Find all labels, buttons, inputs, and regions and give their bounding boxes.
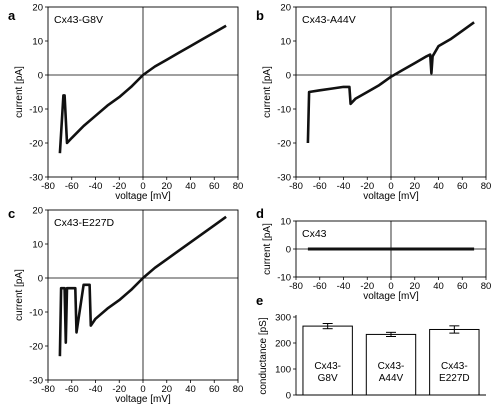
y-axis-label: current [pA]	[14, 269, 25, 321]
x-tick-label: -20	[112, 181, 126, 192]
y-axis-label: current [pA]	[262, 66, 273, 118]
y-tick-label: -20	[29, 139, 43, 150]
y-tick-label: 100	[275, 365, 291, 376]
x-tick-label: 0	[140, 384, 145, 395]
x-tick-label: -60	[313, 281, 327, 292]
y-tick-label: -20	[277, 139, 291, 150]
x-tick-label: 20	[161, 181, 172, 192]
y-tick-label: 20	[280, 3, 291, 14]
y-tick-label: -20	[29, 342, 43, 353]
y-tick-label: -10	[277, 105, 291, 116]
panel-letter: d	[256, 206, 264, 221]
x-tick-label: 60	[457, 181, 468, 192]
y-tick-label: -30	[29, 173, 43, 184]
x-tick-label: 0	[388, 181, 393, 192]
trace-label: Cx43-A44V	[302, 14, 356, 26]
y-tick-label: -10	[277, 273, 291, 284]
x-tick-label: -80	[41, 181, 55, 192]
x-tick-label: 60	[209, 181, 220, 192]
category-label: Cx43-	[378, 361, 405, 372]
panel-b: b-80 -60 -40 -20 0 20 40 60 80-30-20-1001020volt…	[256, 3, 491, 203]
x-tick-label: -80	[41, 384, 55, 395]
y-tick-label: 10	[280, 217, 291, 228]
x-tick-label: 0	[388, 281, 393, 292]
x-tick-label: -60	[65, 181, 79, 192]
current-trace	[306, 21, 475, 144]
panel-letter: b	[256, 8, 264, 23]
y-tick-label: 0	[286, 71, 291, 82]
y-tick-label: 20	[32, 3, 43, 14]
y-tick-label: -30	[277, 173, 291, 184]
category-label: Cx43-	[314, 361, 341, 372]
panel-c: c-80 -60 -40 -20 0 20 40 60 80-30-20-1001020volt…	[8, 206, 243, 406]
x-tick-label: 80	[233, 181, 244, 192]
y-tick-label: 10	[32, 240, 43, 251]
x-axis-label: voltage [mV]	[115, 191, 171, 202]
category-label: E227D	[439, 373, 470, 384]
trace-label: Cx43-E227D	[54, 217, 115, 229]
panel-d: d -80 -60 -40 -20 0 20 40 60 80 -10 0 10 voltage [mV]…	[256, 206, 491, 302]
x-tick-label: -80	[289, 281, 303, 292]
x-tick-label: -40	[337, 181, 351, 192]
x-tick-label: -40	[337, 281, 351, 292]
panel-letter: c	[8, 206, 15, 221]
y-tick-label: -30	[29, 376, 43, 387]
x-tick-label: 40	[433, 181, 444, 192]
x-tick-label: 0	[140, 181, 145, 192]
x-axis-label: voltage [mV]	[363, 191, 419, 202]
y-tick-label: 20	[32, 206, 43, 217]
category-label: G8V	[318, 373, 338, 384]
x-tick-label: -40	[89, 181, 103, 192]
x-tick-label: 20	[161, 384, 172, 395]
x-axis-label: voltage [mV]	[363, 291, 419, 302]
category-label: Cx43-	[441, 361, 468, 372]
x-tick-label: 40	[185, 384, 196, 395]
x-tick-label: -20	[360, 281, 374, 292]
x-tick-label: -60	[65, 384, 79, 395]
x-tick-label: -40	[89, 384, 103, 395]
x-tick-label: 80	[481, 281, 492, 292]
x-tick-label: 20	[409, 181, 420, 192]
y-tick-label: 0	[286, 245, 291, 256]
bar	[365, 333, 417, 396]
x-tick-label: 60	[209, 384, 220, 395]
y-tick-label: 10	[32, 37, 43, 48]
panel-letter: e	[256, 293, 263, 308]
x-tick-label: 60	[457, 281, 468, 292]
trace-label: Cx43-G8V	[54, 14, 103, 26]
x-tick-label: 80	[481, 181, 492, 192]
y-axis-label: conductance [pS]	[258, 317, 269, 394]
y-tick-label: 200	[275, 339, 291, 350]
y-tick-label: 0	[286, 391, 291, 402]
x-tick-label: -80	[289, 181, 303, 192]
y-tick-label: 0	[38, 274, 43, 285]
current-trace	[58, 24, 227, 154]
x-tick-label: 80	[233, 384, 244, 395]
panel-letter: a	[8, 8, 16, 23]
y-tick-label: 10	[280, 37, 291, 48]
category-label: A44V	[379, 373, 404, 384]
x-tick-label: -20	[112, 384, 126, 395]
y-tick-label: -10	[29, 105, 43, 116]
x-tick-label: 40	[433, 281, 444, 292]
x-tick-label: 20	[409, 281, 420, 292]
y-tick-label: 0	[38, 71, 43, 82]
x-tick-label: -20	[360, 181, 374, 192]
y-axis-label: current [pA]	[14, 66, 25, 118]
bar	[302, 325, 353, 396]
panel-a: a-80 -60 -40 -20 0 20 40 60 80-30-20-1001020volt…	[8, 3, 243, 203]
y-tick-label: 300	[275, 313, 291, 324]
current-trace	[58, 215, 227, 357]
trace-label: Cx43	[302, 228, 327, 240]
y-axis-label: current [pA]	[262, 223, 273, 275]
y-tick-label: -10	[29, 308, 43, 319]
x-tick-label: -60	[313, 181, 327, 192]
x-axis-label: voltage [mV]	[115, 394, 171, 405]
x-tick-label: 40	[185, 181, 196, 192]
